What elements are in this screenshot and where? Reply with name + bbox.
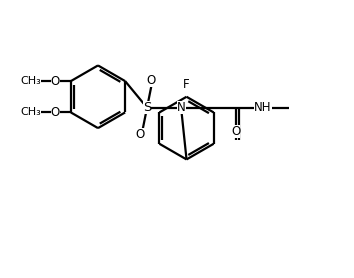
Text: S: S	[143, 101, 151, 114]
Text: N: N	[177, 101, 185, 114]
Text: O: O	[51, 106, 60, 119]
Text: CH₃: CH₃	[20, 76, 41, 86]
Text: NH: NH	[254, 101, 272, 114]
Text: F: F	[183, 78, 190, 91]
Text: O: O	[51, 75, 60, 88]
Text: CH₃: CH₃	[20, 107, 41, 117]
Text: O: O	[136, 128, 145, 142]
Text: O: O	[147, 74, 156, 87]
Text: O: O	[231, 125, 240, 138]
